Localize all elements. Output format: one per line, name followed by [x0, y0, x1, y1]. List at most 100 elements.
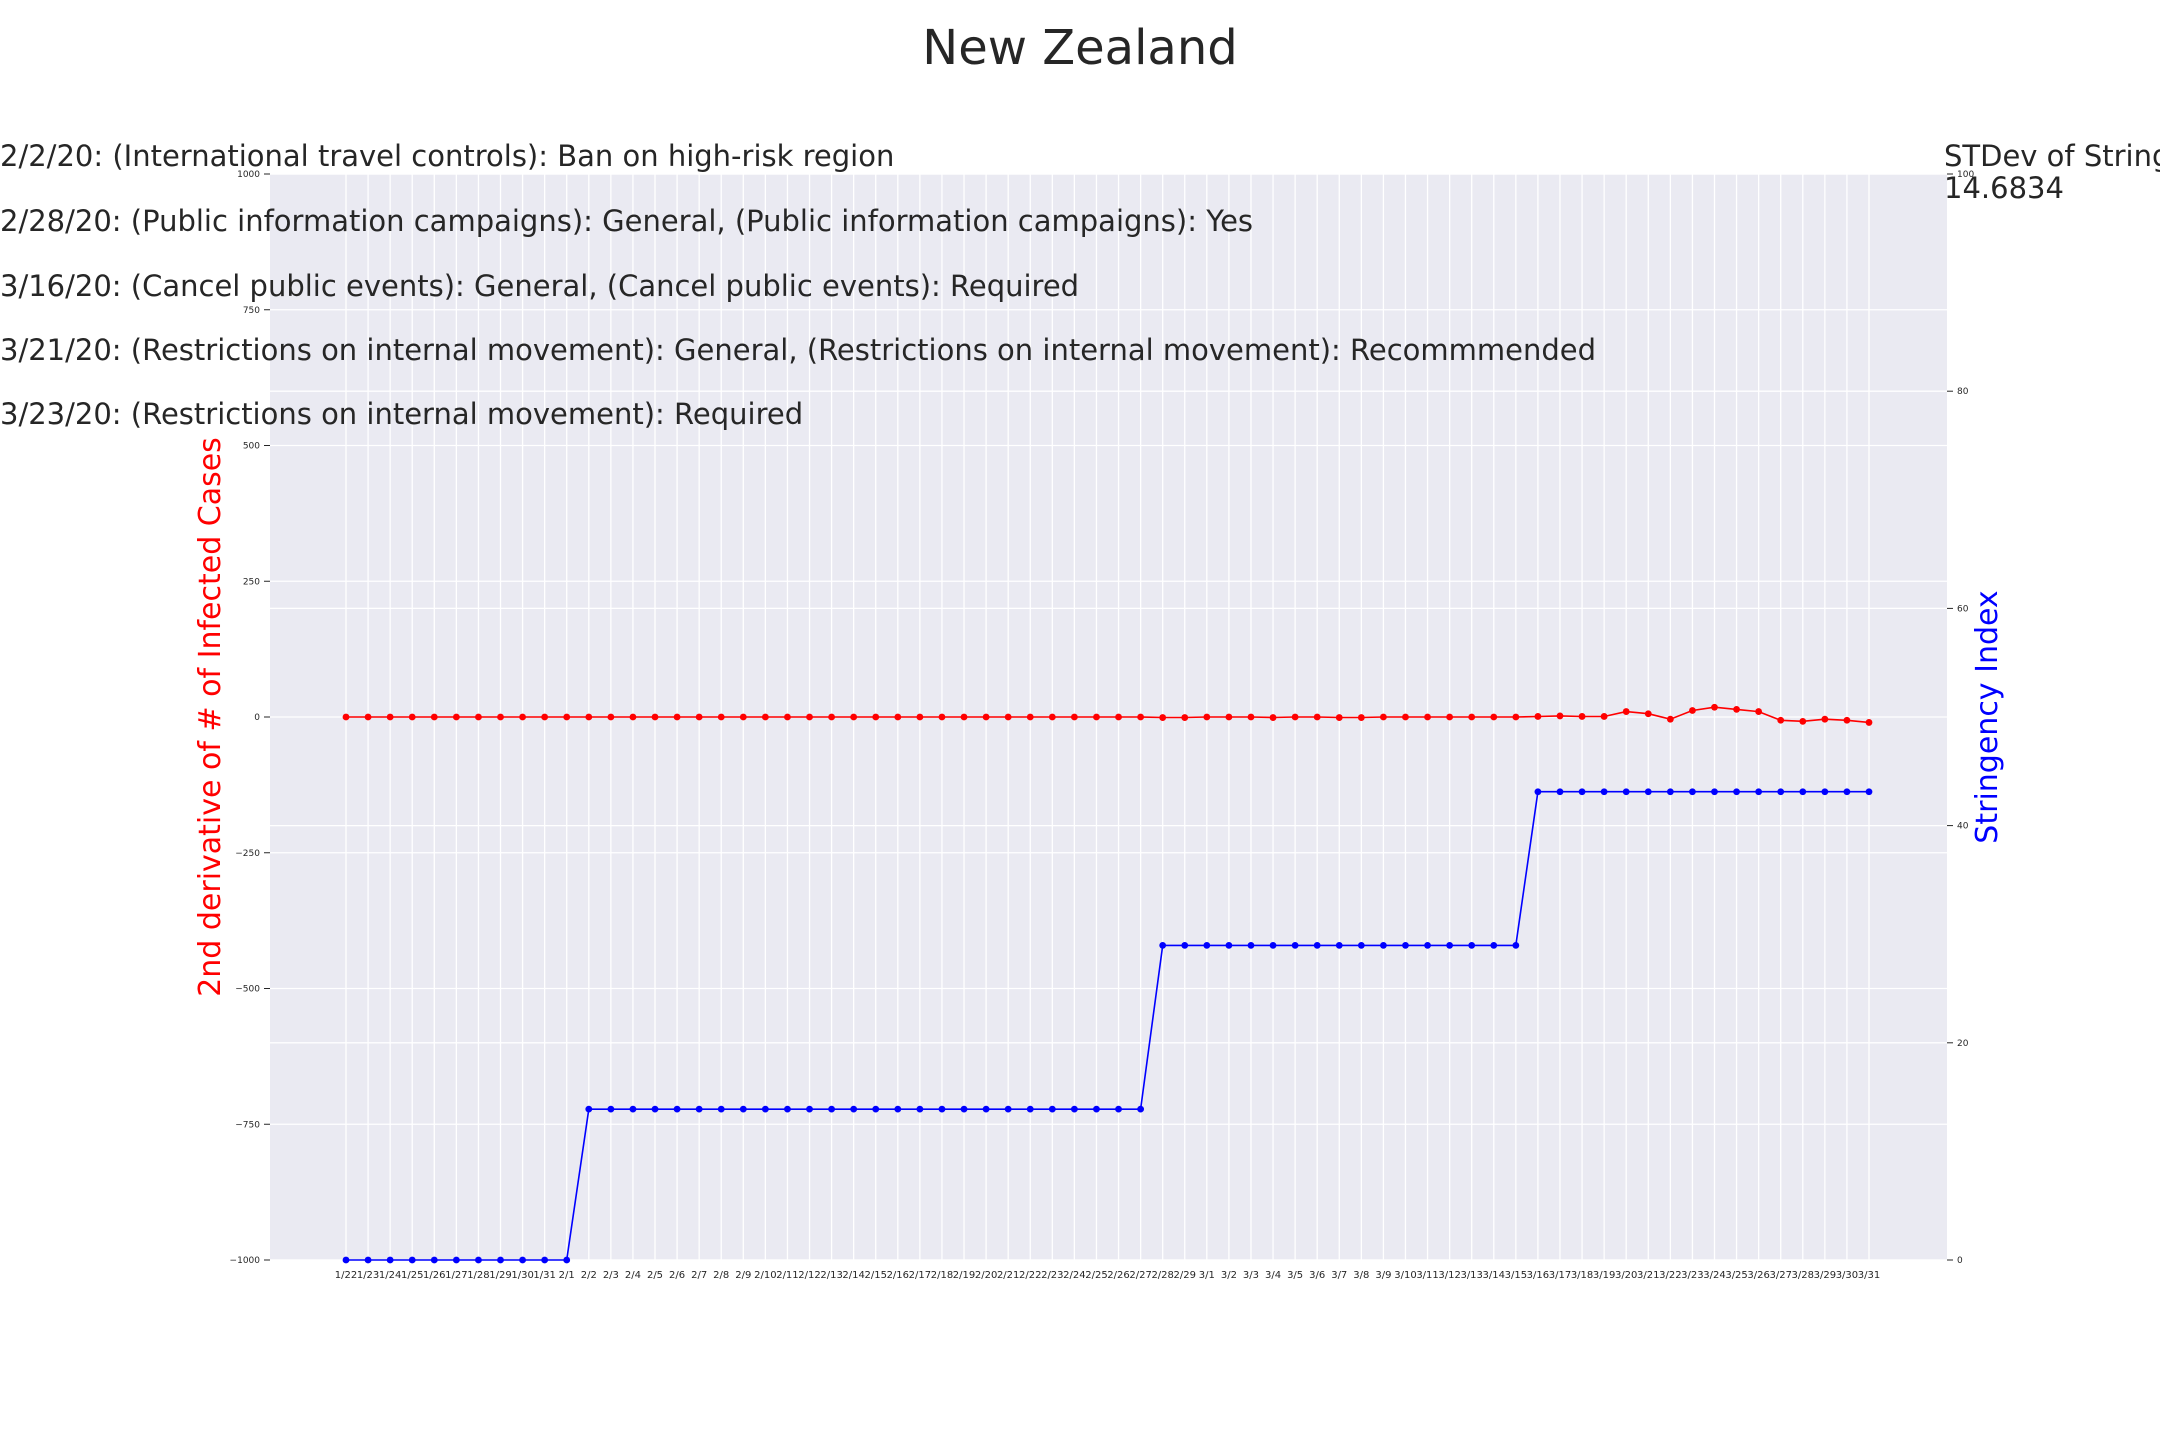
series-1-point — [1689, 707, 1696, 714]
x-tick-label: 1/31 — [533, 1270, 555, 1281]
series-2-point — [1247, 941, 1255, 949]
series-2-point — [1203, 941, 1211, 949]
series-1-point — [475, 713, 482, 721]
series-1-point — [430, 713, 438, 721]
series-2-point — [1291, 941, 1299, 949]
series-2-point — [916, 1105, 924, 1113]
series-2-point — [1004, 1105, 1012, 1113]
series-2-point — [1137, 1105, 1145, 1113]
series-2-point — [364, 1256, 372, 1264]
x-tick-label: 1/24 — [379, 1270, 401, 1281]
series-2-point — [1733, 788, 1740, 796]
x-axis-ticks: 1/22 1/23 1/24 1/25 1/26 1/27 1/28 1/29 1/30 1/31… — [335, 1270, 1880, 1281]
x-tick-label: 1/29 — [489, 1270, 511, 1281]
series-2-point — [1578, 788, 1586, 796]
left-tick-label: 0 — [254, 713, 260, 723]
x-tick-label: 3/14 — [1483, 1270, 1505, 1281]
x-tick-label: 2/23 — [1041, 1270, 1063, 1281]
right-tick-label: 0 — [1957, 1256, 1963, 1266]
x-tick-label: 2/2 — [581, 1270, 597, 1281]
series-2-point — [784, 1105, 791, 1113]
left-axis-label: 2nd derivative of # of Infected Cases — [193, 437, 228, 997]
x-tick-label: 2/14 — [842, 1270, 864, 1281]
series-1-point — [916, 713, 924, 721]
series-2-point — [342, 1256, 350, 1264]
series-1-point — [1534, 713, 1542, 720]
x-tick-label: 2/21 — [997, 1270, 1019, 1281]
series-2-point — [1777, 788, 1785, 796]
x-tick-label: 1/22 — [335, 1270, 357, 1281]
series-1-point — [519, 713, 526, 721]
series-1-point — [1269, 714, 1277, 721]
series-2-point — [1181, 941, 1189, 949]
series-1-point — [1070, 713, 1078, 721]
series-1-point — [1755, 708, 1763, 715]
series-1-point — [607, 713, 615, 721]
series-1-point — [1556, 712, 1564, 720]
series-1-point — [960, 713, 968, 721]
series-1-point — [739, 713, 747, 721]
series-2-point — [430, 1256, 438, 1264]
series-1-point — [1512, 713, 1520, 721]
series-1-point — [1446, 713, 1454, 721]
series-2-point — [1402, 941, 1409, 949]
series-2-point — [1843, 788, 1851, 796]
series-1-point — [1291, 713, 1299, 721]
x-tick-label: 2/19 — [953, 1270, 975, 1281]
x-tick-label: 3/1 — [1199, 1270, 1215, 1281]
series-1-point — [1225, 713, 1233, 721]
series-1-point — [364, 713, 372, 721]
x-tick-label: 3/19 — [1593, 1270, 1615, 1281]
series-2-point — [1225, 941, 1233, 949]
series-1-point — [1711, 703, 1718, 711]
series-1-point — [1733, 705, 1740, 713]
x-tick-label: 1/23 — [357, 1270, 379, 1281]
annotation-1: 2/2/20: (International travel controls):… — [0, 139, 894, 173]
series-2-point — [1446, 941, 1454, 949]
right-axis-ticks: 0 20 40 60 80 100 — [1947, 170, 1974, 1266]
x-tick-label: 3/13 — [1460, 1270, 1482, 1281]
x-tick-label: 2/25 — [1085, 1270, 1107, 1281]
series-2-point — [673, 1105, 681, 1113]
series-2-point — [651, 1105, 659, 1113]
right-tick-label: 80 — [1957, 387, 1969, 397]
series-2-point — [1380, 941, 1387, 949]
series-2-point — [982, 1105, 990, 1113]
x-tick-label: 3/2 — [1221, 1270, 1237, 1281]
x-tick-label: 3/31 — [1858, 1270, 1880, 1281]
series-1-point — [1622, 708, 1630, 715]
x-tick-label: 3/11 — [1416, 1270, 1438, 1281]
left-tick-label: −500 — [235, 985, 260, 995]
series-2-point — [519, 1256, 526, 1264]
series-2-point — [475, 1256, 482, 1264]
x-tick-label: 2/13 — [820, 1270, 842, 1281]
annotation-5: 3/23/20: (Restrictions on internal movem… — [0, 397, 803, 431]
x-tick-label: 2/10 — [754, 1270, 776, 1281]
right-tick-label: 40 — [1957, 822, 1969, 832]
x-tick-label: 3/5 — [1287, 1270, 1303, 1281]
x-tick-label: 3/28 — [1792, 1270, 1814, 1281]
series-1-point — [1666, 715, 1674, 723]
x-tick-label: 2/29 — [1174, 1270, 1196, 1281]
x-tick-label: 2/26 — [1107, 1270, 1129, 1281]
series-2-point — [850, 1105, 858, 1113]
x-tick-label: 3/26 — [1747, 1270, 1769, 1281]
series-2-point — [1644, 788, 1652, 796]
series-1-point — [651, 713, 659, 721]
series-2-point — [1512, 941, 1520, 949]
series-1-point — [1048, 713, 1056, 721]
x-tick-label: 1/25 — [401, 1270, 423, 1281]
chart-title: New Zealand — [922, 20, 1237, 76]
series-1-point — [1159, 714, 1167, 721]
series-1-point — [1821, 715, 1829, 723]
series-2-point — [1048, 1105, 1056, 1113]
x-tick-label: 3/20 — [1615, 1270, 1637, 1281]
series-2-point — [585, 1105, 593, 1113]
series-2-point — [629, 1105, 637, 1113]
annotation-2: 2/28/20: (Public information campaigns):… — [0, 204, 1253, 238]
series-1-point — [673, 713, 681, 721]
series-1-point — [784, 713, 791, 721]
series-2-point — [1335, 941, 1343, 949]
series-2-point — [1357, 941, 1365, 949]
